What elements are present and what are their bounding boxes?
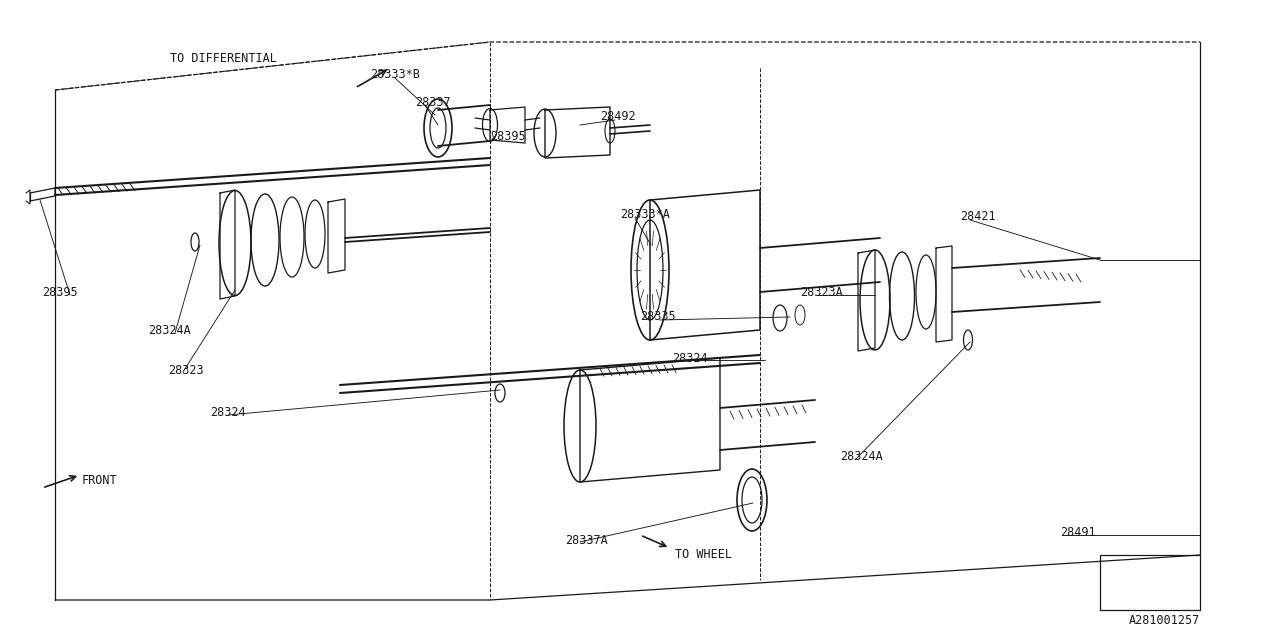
Text: 28324: 28324 (672, 351, 708, 365)
Text: 28492: 28492 (600, 111, 636, 124)
Text: 28324: 28324 (210, 406, 246, 419)
Text: 28421: 28421 (960, 211, 996, 223)
Text: TO WHEEL: TO WHEEL (675, 548, 732, 561)
Text: 28323A: 28323A (800, 285, 842, 298)
Text: 28337A: 28337A (564, 534, 608, 547)
Text: 28323: 28323 (168, 364, 204, 376)
Text: 28333*A: 28333*A (620, 209, 669, 221)
Text: 28324A: 28324A (148, 323, 191, 337)
Text: 28491: 28491 (1060, 525, 1096, 538)
Text: 28324A: 28324A (840, 451, 883, 463)
Text: FRONT: FRONT (82, 474, 118, 486)
Text: 28395: 28395 (490, 131, 526, 143)
Text: A281001257: A281001257 (1129, 614, 1201, 627)
Text: 28333*B: 28333*B (370, 68, 420, 81)
Text: 28337: 28337 (415, 95, 451, 109)
Text: 28395: 28395 (42, 287, 78, 300)
Text: TO DIFFERENTIAL: TO DIFFERENTIAL (170, 51, 276, 65)
Text: 28335: 28335 (640, 310, 676, 323)
